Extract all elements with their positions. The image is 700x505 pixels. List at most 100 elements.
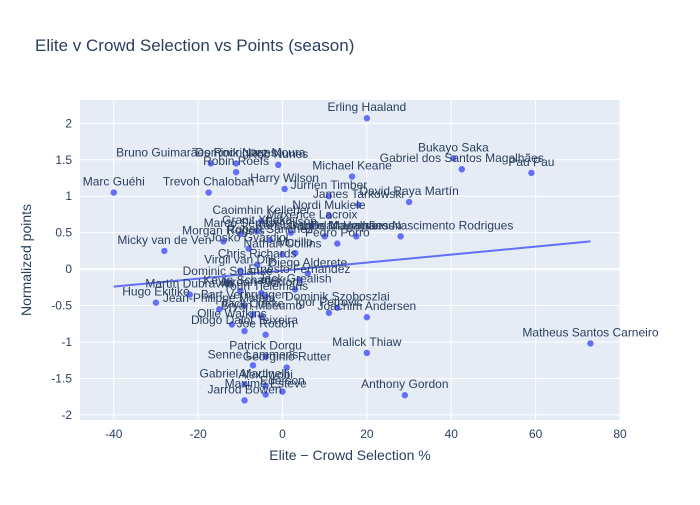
x-tick-label: 60 bbox=[529, 427, 543, 441]
point-label: Chris Richards bbox=[218, 247, 297, 261]
point-label: Anthony Gordon bbox=[361, 377, 448, 391]
grid-lines bbox=[80, 100, 621, 420]
x-axis-label: Elite − Crowd Selection % bbox=[269, 447, 430, 463]
point-label: Bukayo Saka bbox=[418, 140, 489, 154]
data-point[interactable] bbox=[237, 287, 244, 295]
data-point[interactable] bbox=[458, 166, 465, 173]
point-label: Michael Keane bbox=[312, 159, 392, 173]
data-point[interactable] bbox=[291, 249, 299, 257]
data-point[interactable] bbox=[348, 173, 356, 180]
data-point[interactable] bbox=[232, 168, 240, 176]
data-point[interactable] bbox=[241, 327, 248, 335]
data-point[interactable] bbox=[232, 160, 240, 167]
data-point[interactable] bbox=[245, 245, 252, 252]
data-point[interactable] bbox=[249, 362, 257, 369]
data-point[interactable] bbox=[258, 313, 265, 320]
y-tick-label: 2 bbox=[65, 116, 72, 130]
point-label: Gabriel dos Santos Magalhães bbox=[380, 151, 544, 165]
data-point[interactable] bbox=[325, 212, 333, 220]
data-point[interactable] bbox=[528, 169, 535, 177]
point-label: Martín Dubravka bbox=[145, 277, 234, 291]
y-tick-label: -2 bbox=[61, 408, 72, 422]
data-point[interactable] bbox=[353, 233, 360, 240]
point-label: Dean Henderson bbox=[311, 218, 402, 232]
point-label: Pau Pau bbox=[508, 155, 554, 169]
data-point[interactable] bbox=[186, 291, 193, 298]
data-point[interactable] bbox=[207, 160, 214, 167]
data-point[interactable] bbox=[262, 331, 269, 338]
point-label: Gabriel Magalhães Nascimento Rodrigues bbox=[288, 218, 513, 232]
data-point[interactable] bbox=[258, 217, 265, 225]
data-point[interactable] bbox=[266, 236, 274, 244]
data-point[interactable] bbox=[216, 306, 223, 313]
data-point[interactable] bbox=[450, 155, 457, 162]
data-point[interactable] bbox=[237, 230, 244, 238]
data-point[interactable] bbox=[287, 229, 295, 236]
point-label: Matheus Santos Carneiro bbox=[522, 325, 658, 339]
data-point[interactable] bbox=[283, 364, 290, 371]
x-tick-label: -20 bbox=[189, 427, 207, 441]
point-label: Ederson bbox=[260, 374, 305, 388]
point-label: Diego Alderete bbox=[268, 255, 347, 269]
y-tick-label: -0.5 bbox=[51, 299, 72, 313]
trendline-group bbox=[113, 240, 591, 288]
data-point[interactable] bbox=[325, 193, 333, 200]
data-point[interactable] bbox=[363, 314, 371, 321]
point-label: James Tarkowski bbox=[313, 187, 404, 201]
data-point[interactable] bbox=[325, 309, 333, 317]
data-point[interactable] bbox=[228, 321, 236, 328]
point-label: Diogo Dalot Teixeira bbox=[191, 313, 298, 327]
data-point[interactable] bbox=[249, 311, 257, 318]
point-label: Joe Rodon bbox=[237, 317, 295, 331]
data-point[interactable] bbox=[405, 198, 413, 206]
data-point[interactable] bbox=[152, 299, 160, 306]
data-point[interactable] bbox=[587, 340, 594, 347]
data-point[interactable] bbox=[401, 392, 409, 399]
data-point[interactable] bbox=[334, 304, 341, 311]
data-point[interactable] bbox=[262, 353, 269, 360]
data-point[interactable] bbox=[205, 189, 212, 196]
data-point[interactable] bbox=[281, 185, 288, 193]
data-point[interactable] bbox=[258, 289, 265, 297]
data-point[interactable] bbox=[262, 293, 269, 301]
point-label: Robin Roefs bbox=[203, 154, 269, 168]
data-point[interactable] bbox=[304, 270, 312, 277]
data-point[interactable] bbox=[237, 267, 244, 274]
data-point[interactable] bbox=[275, 161, 282, 169]
point-label: Caoimhin Kelleher bbox=[212, 203, 310, 217]
data-point[interactable] bbox=[279, 251, 286, 258]
point-label: Robert Sánchez bbox=[227, 222, 313, 236]
data-point[interactable] bbox=[161, 247, 168, 255]
data-point[interactable] bbox=[241, 397, 248, 404]
data-point[interactable] bbox=[363, 115, 371, 122]
y-tick-label: 0 bbox=[65, 262, 72, 276]
point-label: Murillo bbox=[277, 235, 313, 249]
data-point[interactable] bbox=[296, 276, 303, 284]
data-point[interactable] bbox=[321, 233, 328, 240]
point-label: Maxime Estève bbox=[225, 376, 307, 390]
data-point[interactable] bbox=[363, 349, 371, 357]
point-label: Joachim Andersen bbox=[318, 299, 417, 313]
data-point[interactable] bbox=[224, 279, 231, 286]
data-point[interactable] bbox=[241, 381, 248, 388]
data-point[interactable] bbox=[355, 201, 362, 209]
data-point[interactable] bbox=[334, 240, 341, 247]
data-point[interactable] bbox=[110, 189, 117, 196]
data-point[interactable] bbox=[308, 222, 316, 229]
data-point[interactable] bbox=[253, 228, 261, 235]
point-label: Jordan Pickford bbox=[220, 275, 303, 289]
point-label: Jurrien Timber bbox=[291, 178, 368, 192]
data-point[interactable] bbox=[262, 382, 269, 389]
data-point[interactable] bbox=[397, 233, 404, 240]
point-label: Senne Lammens bbox=[208, 347, 299, 361]
point-label: Bart Verbruggen bbox=[201, 288, 288, 302]
data-point[interactable] bbox=[279, 388, 286, 395]
data-point[interactable] bbox=[262, 391, 269, 398]
data-point[interactable] bbox=[253, 261, 261, 268]
data-point[interactable] bbox=[291, 286, 299, 293]
point-label: Jack Clarke bbox=[222, 296, 285, 310]
data-point[interactable] bbox=[241, 302, 248, 309]
x-tick-label: 80 bbox=[613, 427, 627, 441]
data-point[interactable] bbox=[220, 238, 227, 245]
y-tick-label: -1 bbox=[61, 335, 72, 349]
